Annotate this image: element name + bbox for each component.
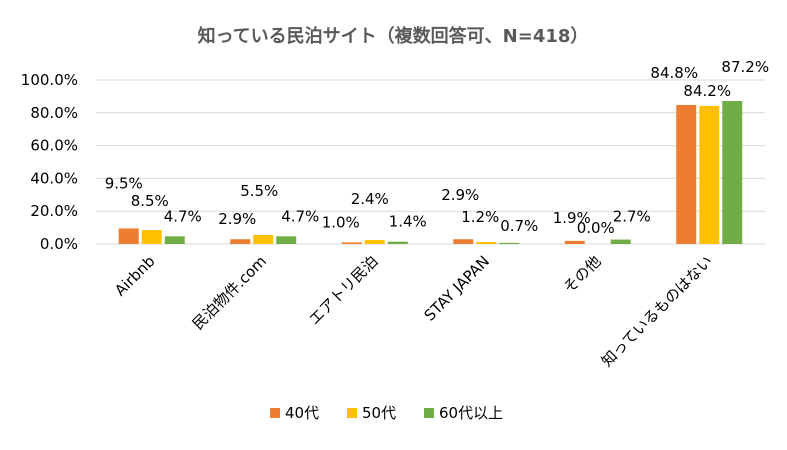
bar-3-1	[476, 242, 497, 244]
y-tick-label: 0.0%	[40, 235, 78, 253]
bar-3-2	[499, 242, 520, 244]
data-label: 4.7%	[281, 207, 319, 225]
bar-0-0	[118, 228, 139, 244]
bar-4-2	[610, 239, 631, 244]
data-label: 2.9%	[441, 186, 479, 204]
data-label: 1.0%	[322, 213, 360, 231]
x-tick-label: Airbnb	[111, 252, 158, 299]
x-tick-label: エアトリ民泊	[305, 252, 381, 328]
data-label: 0.0%	[577, 219, 615, 237]
legend-swatch	[270, 408, 280, 418]
legend-label: 40代	[285, 404, 319, 422]
bar-0-1	[141, 230, 162, 244]
bar-2-1	[364, 240, 385, 244]
data-label: 2.9%	[218, 210, 256, 228]
bar-1-1	[253, 234, 274, 244]
bar-4-0	[564, 240, 585, 244]
data-label: 84.8%	[650, 64, 698, 82]
legend: 40代 50代 60代以上	[270, 404, 503, 422]
y-tick-label: 40.0%	[30, 169, 78, 187]
x-tick-label: STAY JAPAN	[421, 252, 494, 325]
x-tick-label: 民泊物件.com	[189, 252, 270, 333]
data-label: 1.2%	[461, 208, 499, 226]
y-tick-label: 60.0%	[30, 137, 78, 155]
data-label: 2.7%	[613, 208, 651, 226]
data-label: 8.5%	[131, 192, 169, 210]
bar-2-2	[387, 241, 408, 244]
legend-label: 50代	[362, 404, 396, 422]
bar-5-0	[676, 104, 697, 244]
bar-5-1	[699, 105, 720, 244]
y-ticks-layer: 0.0% 20.0% 40.0% 60.0% 80.0% 100.0%	[21, 71, 78, 253]
data-label: 4.7%	[164, 207, 202, 225]
legend-swatch	[424, 408, 434, 418]
y-tick-label: 20.0%	[30, 202, 78, 220]
data-label: 87.2%	[721, 58, 769, 76]
data-label: 2.4%	[351, 190, 389, 208]
data-label: 84.2%	[683, 82, 731, 100]
chart-title: 知っている民泊サイト（複数回答可、N=418）	[198, 25, 589, 47]
bar-1-2	[276, 236, 297, 244]
data-label: 1.9%	[553, 209, 591, 227]
x-ticks-layer: Airbnb 民泊物件.com エアトリ民泊 STAY JAPAN その他知っているもの…	[111, 252, 716, 370]
y-tick-label: 80.0%	[30, 104, 78, 122]
x-tick-label: 知っているものはない	[598, 252, 716, 370]
grid-layer	[96, 79, 765, 245]
bar-0-2	[164, 236, 185, 244]
bar-5-2	[722, 100, 743, 244]
bar-2-0	[341, 242, 362, 244]
data-label: 9.5%	[105, 174, 143, 192]
data-label: 0.7%	[500, 217, 538, 235]
data-label: 1.4%	[389, 213, 427, 231]
bar-1-0	[230, 239, 251, 244]
legend-label: 60代以上	[439, 404, 503, 422]
data-label: 5.5%	[240, 182, 278, 200]
legend-swatch	[347, 408, 357, 418]
bar-3-0	[453, 239, 474, 244]
data-labels-layer: 9.5%8.5%4.7% 2.9%5.5%4.7% 1.0%2.4%1.4%2.9%…	[105, 58, 769, 237]
x-tick-label: その他	[560, 252, 605, 297]
bars-layer	[118, 100, 743, 244]
y-tick-label: 100.0%	[21, 71, 78, 89]
